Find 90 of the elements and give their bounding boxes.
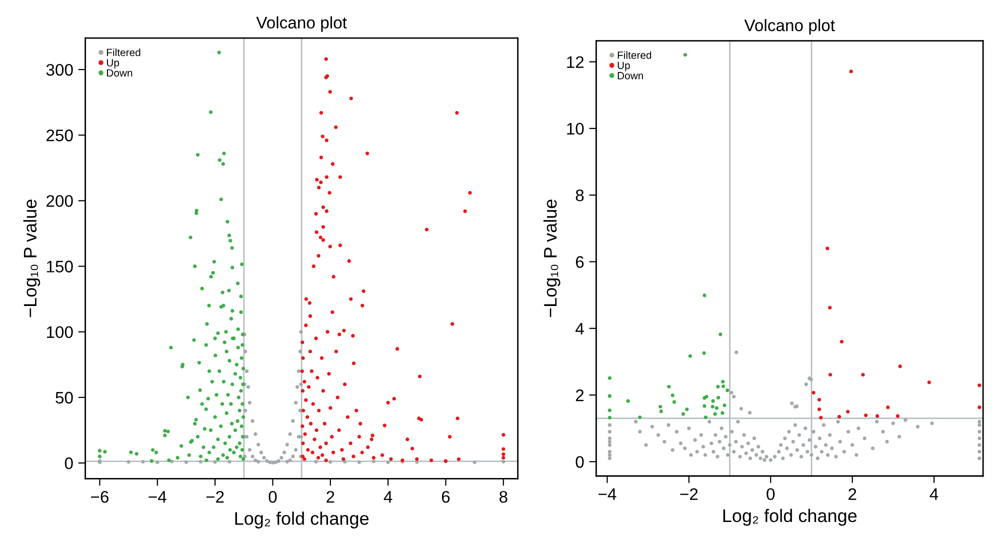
point: [658, 404, 662, 409]
y-axis-title: −Log₁₀ P value: [543, 200, 560, 318]
point: [702, 404, 706, 408]
point: [875, 414, 880, 418]
point: [638, 416, 642, 420]
legend-label: Down: [618, 72, 643, 80]
y-tick-label: 4: [576, 322, 584, 334]
point: [819, 416, 823, 420]
y-tick-label: 6: [576, 256, 584, 268]
point: [608, 394, 612, 398]
y-tick-label: 12: [567, 56, 584, 68]
x-tick-label: 6: [442, 490, 450, 503]
point: [817, 408, 822, 412]
x-tick-label: 8: [499, 490, 508, 503]
legend-label: Down: [107, 69, 132, 77]
point: [688, 354, 692, 358]
x-axis-title: Log₂ fold change: [235, 512, 369, 528]
point: [710, 404, 714, 409]
point: [713, 412, 717, 416]
x-tick-label: 4: [930, 488, 938, 500]
point: [667, 384, 671, 389]
point: [685, 408, 689, 412]
y-tick-label: 8: [576, 189, 584, 202]
point: [608, 376, 612, 380]
point: [608, 416, 612, 420]
point: [898, 364, 902, 368]
point: [817, 398, 822, 402]
legend-label: Filtered: [107, 48, 140, 56]
point: [711, 399, 715, 403]
x-tick-label: 4: [384, 491, 392, 503]
point: [718, 332, 722, 336]
point: [670, 394, 674, 398]
point: [849, 70, 853, 74]
point: [626, 399, 630, 403]
x-tick-label: −4: [148, 491, 166, 503]
point: [722, 404, 726, 408]
y-tick-label: 0: [576, 456, 584, 468]
point: [721, 380, 725, 384]
x-tick-label: −4: [598, 488, 616, 500]
y-tick-label: 2: [576, 389, 584, 402]
point: [861, 372, 865, 377]
point: [864, 414, 868, 418]
point: [702, 351, 706, 355]
y-tick-label: 150: [46, 260, 73, 272]
point: [828, 306, 832, 310]
point: [927, 380, 931, 384]
x-tick-label: −6: [91, 490, 108, 503]
point: [659, 410, 663, 414]
y-tick-label: 0: [64, 457, 73, 470]
point: [714, 406, 719, 410]
point: [672, 400, 676, 404]
x-tick-label: −2: [206, 490, 224, 503]
y-axis-title: −Log₁₀ P value: [23, 200, 40, 318]
x-tick-label: 0: [766, 488, 775, 500]
legend-label: Filtered: [618, 51, 652, 59]
chart-title: Volcano plot: [744, 19, 835, 35]
point: [725, 388, 730, 392]
point: [896, 414, 900, 418]
y-tick-label: 10: [567, 122, 584, 135]
chart-title: Volcano plot: [256, 16, 347, 32]
legend-label: Up: [106, 59, 120, 68]
x-tick-label: 0: [268, 490, 277, 503]
point: [681, 412, 686, 416]
y-tick-label: 250: [46, 130, 73, 142]
point: [716, 396, 720, 400]
point: [608, 408, 612, 412]
point: [828, 372, 832, 377]
point: [683, 52, 688, 57]
y-tick-label: 100: [46, 326, 73, 338]
point: [826, 246, 830, 250]
point: [846, 410, 850, 414]
y-tick-label: 50: [56, 392, 73, 404]
point: [840, 340, 844, 344]
x-tick-label: 2: [848, 488, 856, 500]
point: [837, 414, 842, 419]
point: [886, 406, 890, 410]
point: [716, 384, 720, 389]
point: [812, 390, 816, 395]
point: [720, 411, 724, 415]
x-axis-title: Log₂ fold change: [723, 508, 857, 526]
legend-label: Up: [618, 62, 630, 72]
point: [704, 416, 708, 420]
x-tick-label: 2: [326, 490, 334, 503]
point: [978, 384, 982, 388]
x-tick-label: −2: [680, 488, 698, 500]
point: [721, 384, 726, 388]
y-tick-label: 200: [46, 195, 73, 207]
point: [702, 294, 706, 298]
y-tick-label: 300: [46, 64, 73, 76]
point: [978, 406, 982, 410]
